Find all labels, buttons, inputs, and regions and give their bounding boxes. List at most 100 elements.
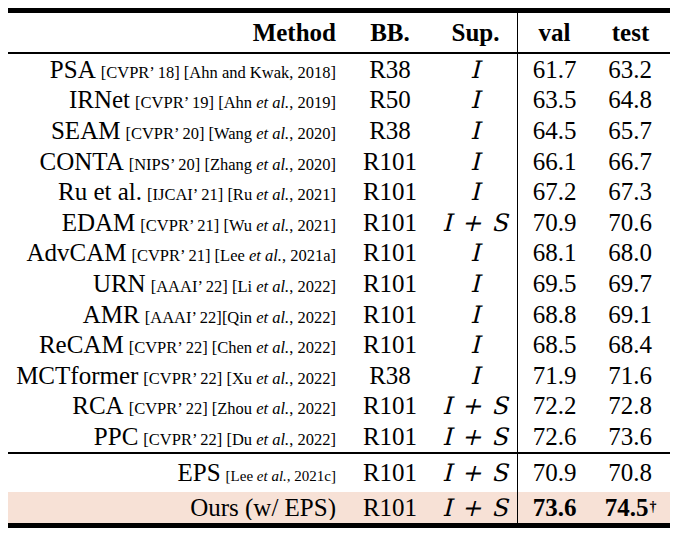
citation-etal: et al. — [256, 93, 289, 112]
test-score: 67.3 — [608, 179, 652, 204]
backbone-cell: R101 — [346, 240, 434, 265]
val-score-cell: 72.6 — [517, 421, 591, 452]
test-score: 70.8 — [608, 460, 652, 485]
test-score: 69.7 — [608, 271, 652, 296]
citation-etal: et al. — [256, 216, 289, 235]
val-score: 68.8 — [533, 302, 577, 327]
supervision-symbol: I — [470, 178, 480, 206]
citation-pre: [Ahn and Kwak, 2018] — [180, 63, 336, 82]
supervision-cell: I — [434, 271, 517, 296]
test-score-cell: 70.8 — [591, 454, 670, 492]
val-score: 70.9 — [533, 460, 577, 485]
val-score-cell: 64.5 — [517, 115, 591, 146]
method-name: PPC — [94, 424, 138, 449]
supervision-cell: I + S — [434, 393, 517, 418]
supervision-symbol: I — [470, 148, 480, 176]
val-score: 68.5 — [533, 332, 577, 357]
method-citation: [CVPR’ 22] [Du et al., 2022] — [143, 430, 336, 449]
table-row: IRNet[CVPR’ 19] [Ahn et al., 2019] R50 I… — [8, 85, 670, 116]
citation-etal: et al. — [256, 430, 289, 449]
supervision-cell: I — [434, 240, 517, 265]
backbone-cell: R101 — [346, 179, 434, 204]
method-citation: [CVPR’ 22] [Zhou et al., 2022] — [129, 399, 336, 418]
supervision-symbol: I — [470, 239, 480, 267]
citation-etal: et al. — [256, 308, 289, 327]
header-val: val — [517, 13, 591, 53]
method-name: URN — [93, 271, 146, 296]
method-citation: [CVPR’ 19] [Ahn et al., 2019] — [135, 93, 336, 112]
supervision-cell: I + S — [434, 460, 517, 485]
citation-post: , 2022] — [289, 369, 336, 388]
supervision-symbol: I — [470, 362, 480, 390]
supervision-cell: I + S — [434, 424, 517, 449]
test-score: 65.7 — [608, 118, 652, 143]
table-bottom-rule — [8, 523, 670, 528]
method-citation: [CVPR’ 18] [Ahn and Kwak, 2018] — [101, 63, 336, 82]
method-citation: [CVPR’ 22] [Xu et al., 2022] — [143, 369, 336, 388]
table-row: MCTformer[CVPR’ 22] [Xu et al., 2022] R3… — [8, 360, 670, 391]
val-score-cell: 68.1 — [517, 238, 591, 269]
header-test: test — [591, 13, 670, 53]
table-row: EPS[Lee et al., 2021c] R101 I + S 70.9 7… — [8, 454, 670, 492]
supervision-cell: I — [434, 118, 517, 143]
citation-etal: et al. — [257, 468, 287, 484]
val-score-cell: 71.9 — [517, 360, 591, 391]
test-score: 69.1 — [608, 302, 652, 327]
citation-venue: [CVPR’ 22] — [129, 399, 208, 418]
method-name: IRNet — [69, 87, 130, 112]
citation-venue: [CVPR’ 21] — [131, 246, 210, 265]
test-score: 70.6 — [608, 210, 652, 235]
method-cell: Ru et al.[IJCAI’ 21] [Ru et al., 2021] — [8, 179, 346, 204]
val-score-cell: 68.5 — [517, 329, 591, 360]
val-score-cell: 68.8 — [517, 299, 591, 330]
method-cell: EDAM[CVPR’ 21] [Wu et al., 2021] — [8, 210, 346, 235]
val-score-cell: 69.5 — [517, 268, 591, 299]
table-row: Ru et al.[IJCAI’ 21] [Ru et al., 2021] R… — [8, 176, 670, 207]
test-score-cell: 63.2 — [591, 54, 670, 85]
method-cell: IRNet [CVPR’ 19] [Ahn et al., 2019] — [8, 87, 346, 112]
citation-pre: [Lee — [210, 246, 248, 265]
backbone-cell: R101 — [346, 393, 434, 418]
citation-etal: et al. — [256, 277, 289, 296]
supervision-symbol: I — [470, 301, 480, 329]
citation-pre: [Qin — [222, 308, 256, 327]
test-score: 66.7 — [608, 149, 652, 174]
citation-venue: [CVPR’ 22] — [129, 338, 208, 357]
test-score: 63.2 — [608, 57, 652, 82]
table-row: AMR[AAAI’ 22][Qin et al., 2022] R101 I 6… — [8, 299, 670, 330]
val-score-cell: 67.2 — [517, 176, 591, 207]
val-score: 72.6 — [533, 424, 577, 449]
test-score: 74.5 — [605, 495, 649, 520]
method-name: Ours (w/ EPS) — [190, 495, 336, 520]
header-method: Method — [8, 20, 346, 45]
table-row: Ours (w/ EPS) R101 I + S 73.6 74.5† — [8, 492, 670, 524]
citation-venue: [AAAI’ 22] — [151, 277, 228, 296]
test-score: 72.8 — [608, 393, 652, 418]
citation-post: , 2021] — [289, 185, 336, 204]
citation-pre: [Chen — [208, 338, 257, 357]
method-citation: [AAAI’ 22][Qin et al., 2022] — [145, 308, 336, 327]
table-body-main: PSA[CVPR’ 18] [Ahn and Kwak, 2018] R38 I… — [8, 54, 670, 452]
val-score-cell: 63.5 — [517, 85, 591, 116]
supervision-symbol: I — [470, 331, 480, 359]
citation-venue: [IJCAI’ 21] — [147, 185, 223, 204]
val-score-cell: 70.9 — [517, 454, 591, 492]
test-score-cell: 69.7 — [591, 268, 670, 299]
method-citation: [CVPR’ 21] [Wu et al., 2021] — [140, 216, 336, 235]
citation-venue: [AAAI’ 22] — [145, 308, 222, 327]
val-score: 71.9 — [533, 363, 577, 388]
backbone-cell: R101 — [346, 149, 434, 174]
test-score-cell: 65.7 — [591, 115, 670, 146]
supervision-cell: I — [434, 87, 517, 112]
header-backbone: BB. — [346, 20, 434, 45]
method-cell: ReCAM[CVPR’ 22] [Chen et al., 2022] — [8, 332, 346, 357]
test-score: 71.6 — [608, 363, 652, 388]
val-score-cell: 61.7 — [517, 54, 591, 85]
supervision-cell: I — [434, 363, 517, 388]
method-citation: [CVPR’ 22] [Chen et al., 2022] — [129, 338, 336, 357]
citation-venue: [CVPR’ 20] — [125, 124, 204, 143]
supervision-symbol: I — [470, 270, 480, 298]
val-score-cell: 66.1 — [517, 146, 591, 177]
citation-etal: et al. — [256, 155, 289, 174]
citation-venue: [CVPR’ 19] — [135, 93, 214, 112]
